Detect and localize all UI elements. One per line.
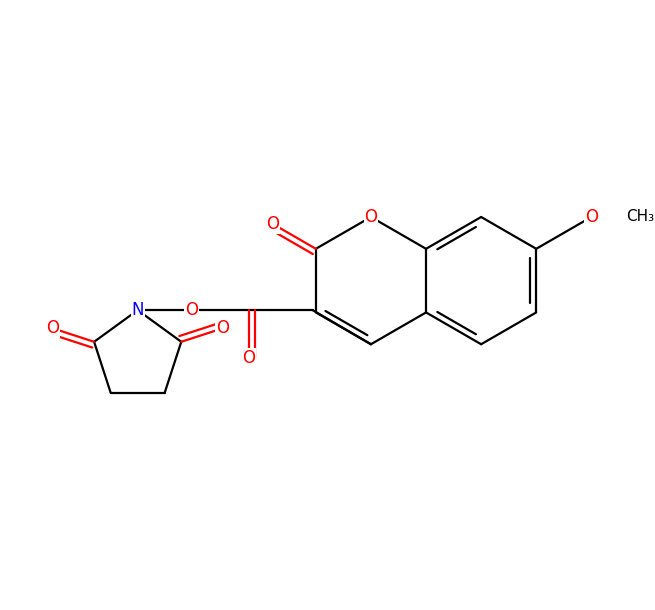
Text: N: N — [132, 301, 144, 319]
Text: O: O — [242, 349, 255, 367]
Text: O: O — [47, 320, 60, 337]
Text: O: O — [364, 208, 377, 226]
Text: O: O — [585, 208, 598, 226]
Text: O: O — [216, 320, 229, 337]
Text: O: O — [267, 215, 280, 233]
Text: O: O — [185, 301, 198, 319]
Text: CH₃: CH₃ — [626, 209, 654, 224]
